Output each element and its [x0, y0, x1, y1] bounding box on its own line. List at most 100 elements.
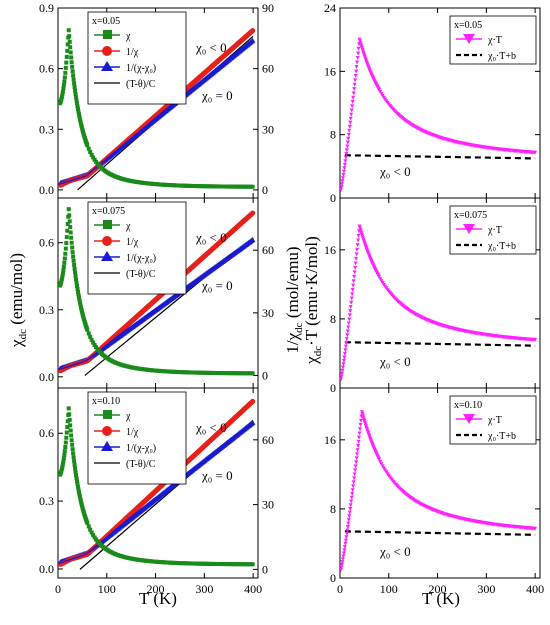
chiT-point [354, 69, 359, 74]
chi-point [60, 462, 65, 467]
chi-point [75, 286, 80, 291]
annotation-chi0-zero: χ₀ = 0 [201, 88, 233, 103]
y-tick-label: 0.0 [39, 370, 54, 384]
chiT-point [340, 182, 344, 187]
chiT-point [349, 495, 354, 500]
chi-point [64, 241, 69, 246]
chi-point [64, 54, 69, 59]
x-tick-label: 100 [380, 582, 398, 596]
chi-point [63, 251, 68, 256]
chiT-point [340, 187, 343, 192]
chi-point [85, 143, 90, 148]
chiT-point [352, 87, 357, 92]
chi-point [67, 213, 72, 218]
legend-box [87, 11, 187, 105]
chi-point [63, 65, 68, 70]
inv-chi-corr-point [249, 237, 256, 243]
chi-point [69, 240, 74, 245]
chi-point [85, 327, 90, 332]
chiT-point [377, 457, 382, 462]
chi-point [86, 146, 91, 151]
chi-point [60, 274, 65, 279]
chi-point [69, 438, 74, 443]
chiT-point [354, 252, 359, 257]
chi-point [78, 499, 83, 504]
chiT-point [356, 51, 361, 56]
chi-point [70, 442, 75, 447]
chi-point [66, 207, 71, 212]
chi-point [78, 305, 83, 310]
inv-chi-point [250, 210, 256, 216]
chiT-point [353, 261, 358, 266]
chi-point [72, 459, 77, 464]
y-tick-label: 24 [324, 1, 336, 15]
chi-point [63, 70, 68, 75]
chi-point [59, 276, 64, 281]
chiT-point [351, 95, 356, 100]
chiT-point [340, 179, 345, 184]
chiT-point [351, 91, 356, 96]
chi-point [73, 274, 78, 279]
plot-area [340, 224, 538, 382]
chiT-point [358, 423, 363, 428]
panels: 0.0 0.3 0.6 0.9 0 30 60 90 x=0.05 χ 1/χ 1/(χ-χ₀) (T-… [39, 1, 544, 596]
chiT-point [351, 279, 356, 284]
chiT-fit-line [344, 341, 536, 347]
chiT-point [346, 517, 351, 522]
chiT-point [346, 325, 351, 330]
chi-point [60, 271, 65, 276]
chiT-point [346, 321, 351, 326]
chi-point [61, 459, 66, 464]
chi-point [72, 81, 77, 86]
chi-point [72, 85, 77, 90]
chi-point [88, 149, 93, 154]
y-tick-label: 0.3 [39, 494, 54, 508]
chi-point [86, 331, 91, 336]
chiT-point [348, 116, 353, 121]
x-tick-label: 100 [98, 582, 116, 596]
svg-text:1/χdc (mol/emu): 1/χdc (mol/emu) [283, 246, 305, 353]
legend-marker-triangle [101, 251, 113, 261]
legend-composition: x=0.10 [454, 400, 482, 411]
legend-marker-triangle-down [463, 414, 475, 424]
chi-point [74, 277, 79, 282]
chi-point [74, 95, 79, 100]
chiT-point [351, 484, 356, 489]
y-tick-label: 16 [324, 433, 336, 447]
chi-point [69, 235, 74, 240]
chi-point [69, 55, 74, 60]
chi-point [65, 228, 70, 233]
chiT-point [350, 104, 355, 109]
y2-tick-label: 0 [262, 368, 268, 382]
chiT-point [344, 151, 349, 156]
chiT-point [347, 128, 352, 133]
chiT-point [355, 243, 360, 248]
chi-point [64, 430, 69, 435]
chiT-point [340, 562, 344, 567]
chiT-point [346, 132, 351, 137]
chi-point [66, 28, 71, 33]
chiT-point [358, 427, 362, 432]
chi-point [63, 444, 68, 449]
chiT-point [350, 287, 355, 292]
chi-point [61, 83, 66, 88]
chi-point [62, 256, 67, 261]
legend-composition: x=0.075 [92, 206, 125, 217]
chi-point [85, 520, 90, 525]
chi-point [72, 266, 77, 271]
legend-entry: χ₀·T+b [487, 431, 516, 442]
chiT-point [343, 344, 348, 349]
x-tick-label: 0 [337, 582, 343, 596]
x-axis-label-right: T (K) [422, 589, 460, 608]
legend-entry: χ₀·T+b [487, 241, 516, 252]
chi-point [76, 107, 80, 112]
chi-point [76, 490, 81, 495]
chi-point [77, 300, 82, 305]
chiT-point [348, 309, 353, 314]
y-tick-label: 0.3 [39, 303, 54, 317]
chi-point [62, 79, 67, 84]
chi-point [77, 494, 82, 499]
chi-point [69, 60, 74, 65]
chi-point [68, 50, 73, 55]
